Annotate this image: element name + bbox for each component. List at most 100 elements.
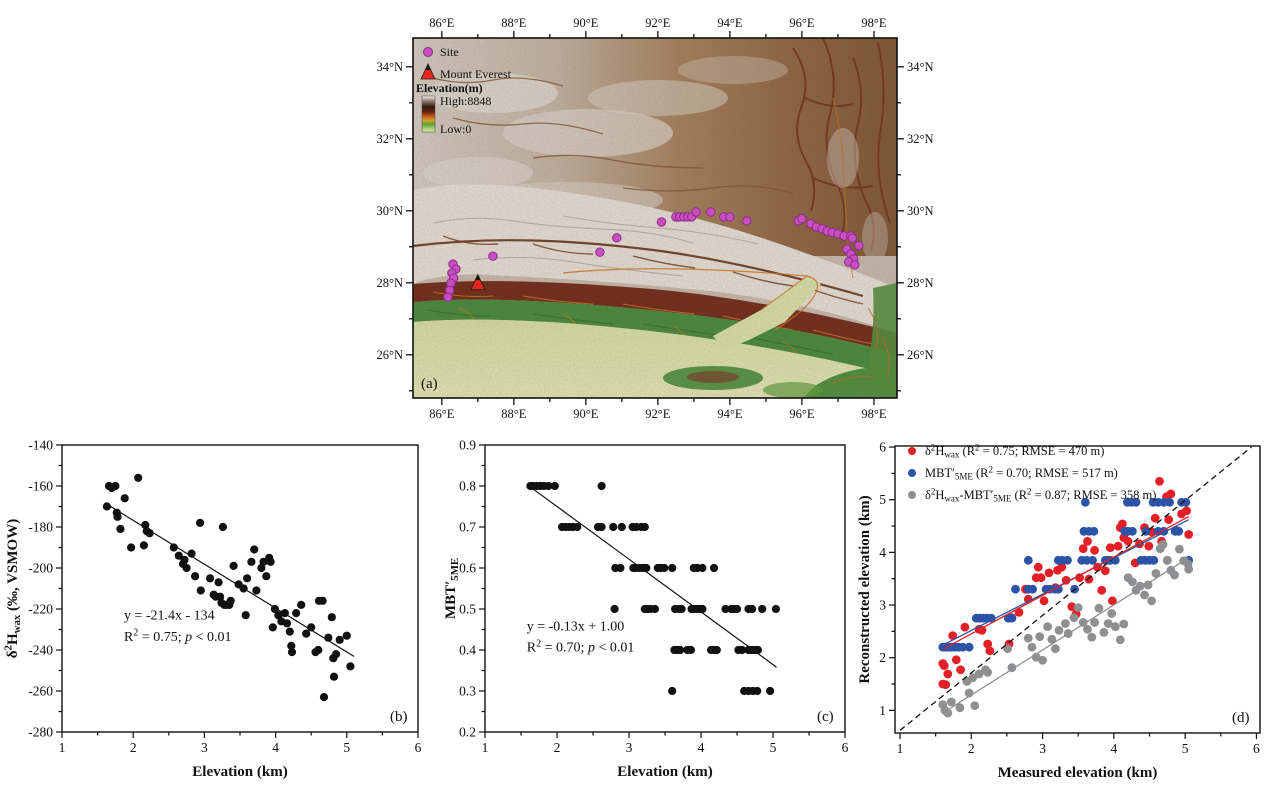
svg-text:3: 3 (201, 740, 208, 755)
data-point (660, 563, 669, 573)
data-point (134, 473, 143, 482)
y-axis-title: MBT′5ME (443, 558, 461, 619)
data-point (686, 645, 695, 655)
data-point (983, 668, 993, 677)
data-point (968, 673, 978, 683)
data-point (1105, 543, 1115, 552)
map-lon-label: 94°E (717, 407, 742, 420)
map-lon-label: 86°E (429, 407, 454, 420)
svg-text:2: 2 (130, 740, 137, 755)
data-point (226, 596, 235, 605)
data-point (1090, 545, 1099, 555)
combined-fit (942, 557, 1190, 714)
data-point (1128, 577, 1137, 587)
svg-text:-280: -280 (28, 725, 53, 740)
data-point (721, 604, 730, 614)
data-point (1039, 596, 1049, 606)
svg-text:6: 6 (1253, 741, 1260, 756)
data-point (1078, 618, 1088, 627)
data-point (698, 604, 707, 614)
site-marker (443, 292, 453, 302)
tick-labels: 1 2 3 4 5 6 -280 -260 -240 -220 -200 -180 -160 -140 (28, 438, 421, 756)
data-point (1044, 568, 1054, 578)
data-point (753, 686, 762, 696)
svg-text:4: 4 (698, 740, 705, 755)
svg-text:0.9: 0.9 (459, 438, 476, 453)
data-point (1090, 618, 1099, 627)
data-point (1184, 530, 1194, 539)
map-lat-label: 34°N (907, 60, 934, 74)
data-point (247, 557, 256, 566)
svg-text:4: 4 (879, 545, 886, 560)
site-marker (850, 260, 860, 270)
site-marker (706, 207, 716, 217)
data-point (640, 522, 649, 532)
everest-legend-label: Mount Everest (440, 67, 512, 81)
data-point (771, 604, 780, 614)
data-point (732, 604, 742, 614)
data-point (616, 563, 625, 573)
data-point (974, 669, 984, 679)
svg-text:-200: -200 (28, 561, 53, 576)
svg-text:0.8: 0.8 (459, 479, 476, 494)
data-point (1069, 613, 1079, 623)
data-point (243, 574, 252, 583)
data-point (342, 631, 351, 640)
plot-frame (61, 444, 419, 733)
map-lat-label: 28°N (376, 276, 403, 290)
data-point (116, 524, 125, 534)
tick-labels: 1 2 3 4 5 6 1 2 3 4 5 6 (879, 440, 1260, 756)
data-point (1073, 603, 1083, 613)
x-axis-title: Elevation (km) (192, 764, 287, 780)
map-ticks: 86°E 86°E 88°E 88°E 90°E 90°E 92°E 92°E 94°E 94°E… (376, 16, 934, 421)
panel-letter: (b) (390, 709, 408, 725)
data-point (1135, 581, 1145, 591)
data-point (332, 650, 341, 659)
data-point (1115, 635, 1125, 645)
data-point (174, 551, 183, 560)
data-point (169, 543, 178, 552)
data-point (1047, 634, 1057, 644)
data-point (282, 619, 292, 628)
data-point (214, 578, 223, 587)
data-point (941, 680, 950, 689)
data-point (262, 572, 271, 581)
svg-text:0.7: 0.7 (459, 520, 476, 535)
data-point (1182, 506, 1191, 516)
data-point (709, 563, 719, 573)
map-lat-label: 32°N (376, 132, 403, 146)
map-lon-label: 94°E (717, 16, 742, 30)
data-point (297, 600, 306, 609)
plot-legend: δ2Hwax (R2 = 0.75; RMSE = 470 m) MBT′5ME … (908, 443, 1156, 504)
map-lat-label: 26°N (907, 348, 934, 362)
site-marker (742, 216, 752, 226)
map-lat-label: 34°N (376, 60, 403, 74)
data-point (676, 645, 685, 655)
data-point (1051, 644, 1060, 654)
data-point (1166, 489, 1176, 499)
data-point (257, 563, 266, 573)
data-point (948, 631, 958, 640)
data-point (180, 555, 189, 564)
data-point (1164, 515, 1174, 525)
plot-frame (894, 445, 1261, 734)
fit-line (531, 487, 777, 668)
plot-frame (484, 444, 846, 733)
regression-annotation: R2 = 0.70; p < 0.01 (527, 639, 635, 656)
data-point (1089, 526, 1099, 536)
data-point (544, 481, 553, 491)
data-point (252, 586, 261, 595)
data-point (1147, 596, 1156, 606)
data-point (1113, 541, 1123, 551)
d2h-fit (942, 515, 1190, 650)
data-point (1061, 575, 1071, 585)
series-d2H-wax-points (102, 473, 355, 702)
map-lat-label: 30°N (376, 204, 403, 218)
data-point (977, 625, 987, 635)
data-point (1174, 526, 1184, 536)
data-point (1080, 497, 1090, 507)
data-point (113, 512, 122, 521)
data-point (1165, 497, 1174, 507)
data-point (1088, 555, 1097, 565)
map-frame-group: Site Mount Everest Elevation(m) High:884… (412, 37, 898, 399)
